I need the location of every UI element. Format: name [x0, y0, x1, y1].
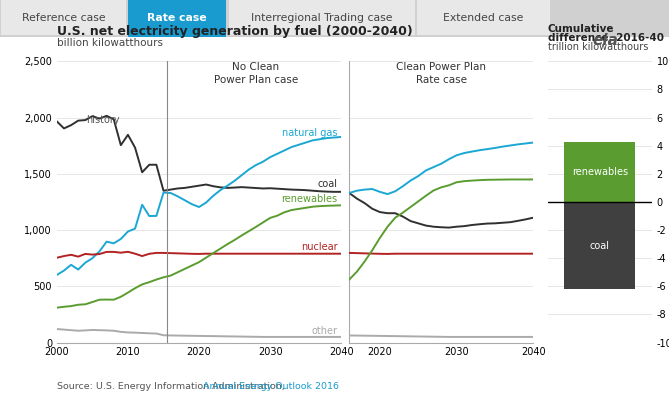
Text: billion kilowatthours: billion kilowatthours	[57, 38, 163, 48]
Text: trillion kilowatthours: trillion kilowatthours	[548, 42, 648, 52]
Text: other: other	[312, 326, 338, 336]
Text: Clean Power Plan: Clean Power Plan	[396, 63, 486, 72]
Text: nuclear: nuclear	[301, 242, 338, 252]
Bar	[565, 141, 635, 202]
Text: coal: coal	[590, 240, 609, 251]
Text: renewables: renewables	[572, 167, 628, 177]
Bar	[565, 202, 635, 289]
Text: Extended case: Extended case	[444, 13, 524, 23]
Text: Rate case: Rate case	[415, 75, 467, 85]
Bar	[417, 0, 550, 35]
Bar	[128, 34, 226, 37]
Text: No Clean: No Clean	[232, 63, 280, 72]
Text: Power Plan case: Power Plan case	[214, 75, 298, 85]
Text: history: history	[86, 115, 120, 125]
Bar	[128, 0, 226, 35]
Text: Interregional Trading case: Interregional Trading case	[251, 13, 393, 23]
Text: Cumulative: Cumulative	[548, 24, 614, 34]
Text: Reference case: Reference case	[21, 13, 106, 23]
Bar	[1, 0, 126, 35]
Text: Annual Energy Outlook 2016: Annual Energy Outlook 2016	[203, 382, 339, 391]
Text: eia: eia	[592, 32, 618, 48]
Text: difference, 2016-40: difference, 2016-40	[548, 33, 664, 43]
Bar	[229, 0, 415, 35]
Text: renewables: renewables	[282, 194, 338, 204]
Text: Source: U.S. Energy Information Administration,: Source: U.S. Energy Information Administ…	[57, 382, 288, 391]
Text: Rate case: Rate case	[147, 13, 207, 23]
Text: U.S. net electricity generation by fuel (2000-2040): U.S. net electricity generation by fuel …	[57, 25, 413, 38]
Text: natural gas: natural gas	[282, 128, 338, 137]
Text: coal: coal	[318, 179, 338, 189]
